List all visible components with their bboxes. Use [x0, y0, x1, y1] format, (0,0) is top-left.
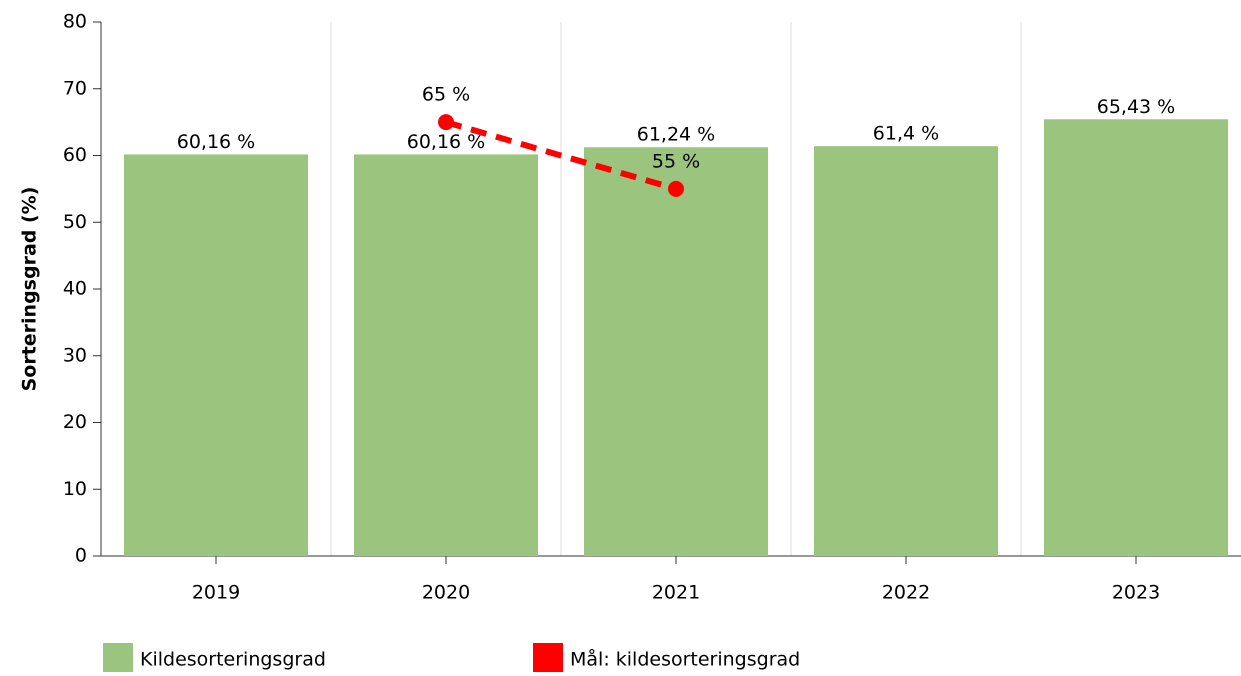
y-tick-label: 20 [63, 411, 87, 433]
line [445, 119, 677, 192]
legend-swatch [103, 643, 133, 673]
data-label: 60,16 % [177, 131, 256, 153]
bar [584, 147, 768, 556]
y-tick-label: 70 [63, 77, 87, 99]
legend-swatch [533, 643, 563, 673]
y-tick-label: 40 [63, 278, 87, 300]
x-tick-label: 2022 [882, 582, 930, 604]
bar [1044, 119, 1228, 556]
line-point [438, 114, 454, 131]
y-tick-label: 0 [75, 545, 87, 567]
x-tick-label: 2019 [192, 582, 240, 604]
bar [814, 146, 998, 556]
x-tick-label: 2021 [652, 582, 700, 604]
data-label: 65 % [422, 84, 470, 106]
y-tick-label: 50 [63, 211, 87, 233]
x-tick-label: 2023 [1112, 582, 1160, 604]
y-tick-label: 30 [63, 344, 87, 366]
legend-label: Mål: kildesorteringsgrad [570, 648, 800, 671]
legend-label: Kildesorteringsgrad [140, 649, 326, 671]
x-tick-label: 2020 [422, 582, 470, 604]
y-axis-label: Sorteringsgrad (%) [19, 187, 41, 392]
data-label: 55 % [652, 150, 700, 172]
y-tick-label: 10 [63, 478, 87, 500]
data-label: 61,24 % [637, 124, 716, 146]
data-label: 60,16 % [407, 131, 486, 153]
data-label: 65,43 % [1097, 96, 1176, 118]
y-tick-label: 60 [63, 144, 87, 166]
line-point [668, 180, 684, 197]
data-label: 61,4 % [873, 123, 939, 145]
bar [354, 154, 538, 556]
y-tick-label: 80 [63, 11, 87, 33]
bar [124, 154, 308, 556]
